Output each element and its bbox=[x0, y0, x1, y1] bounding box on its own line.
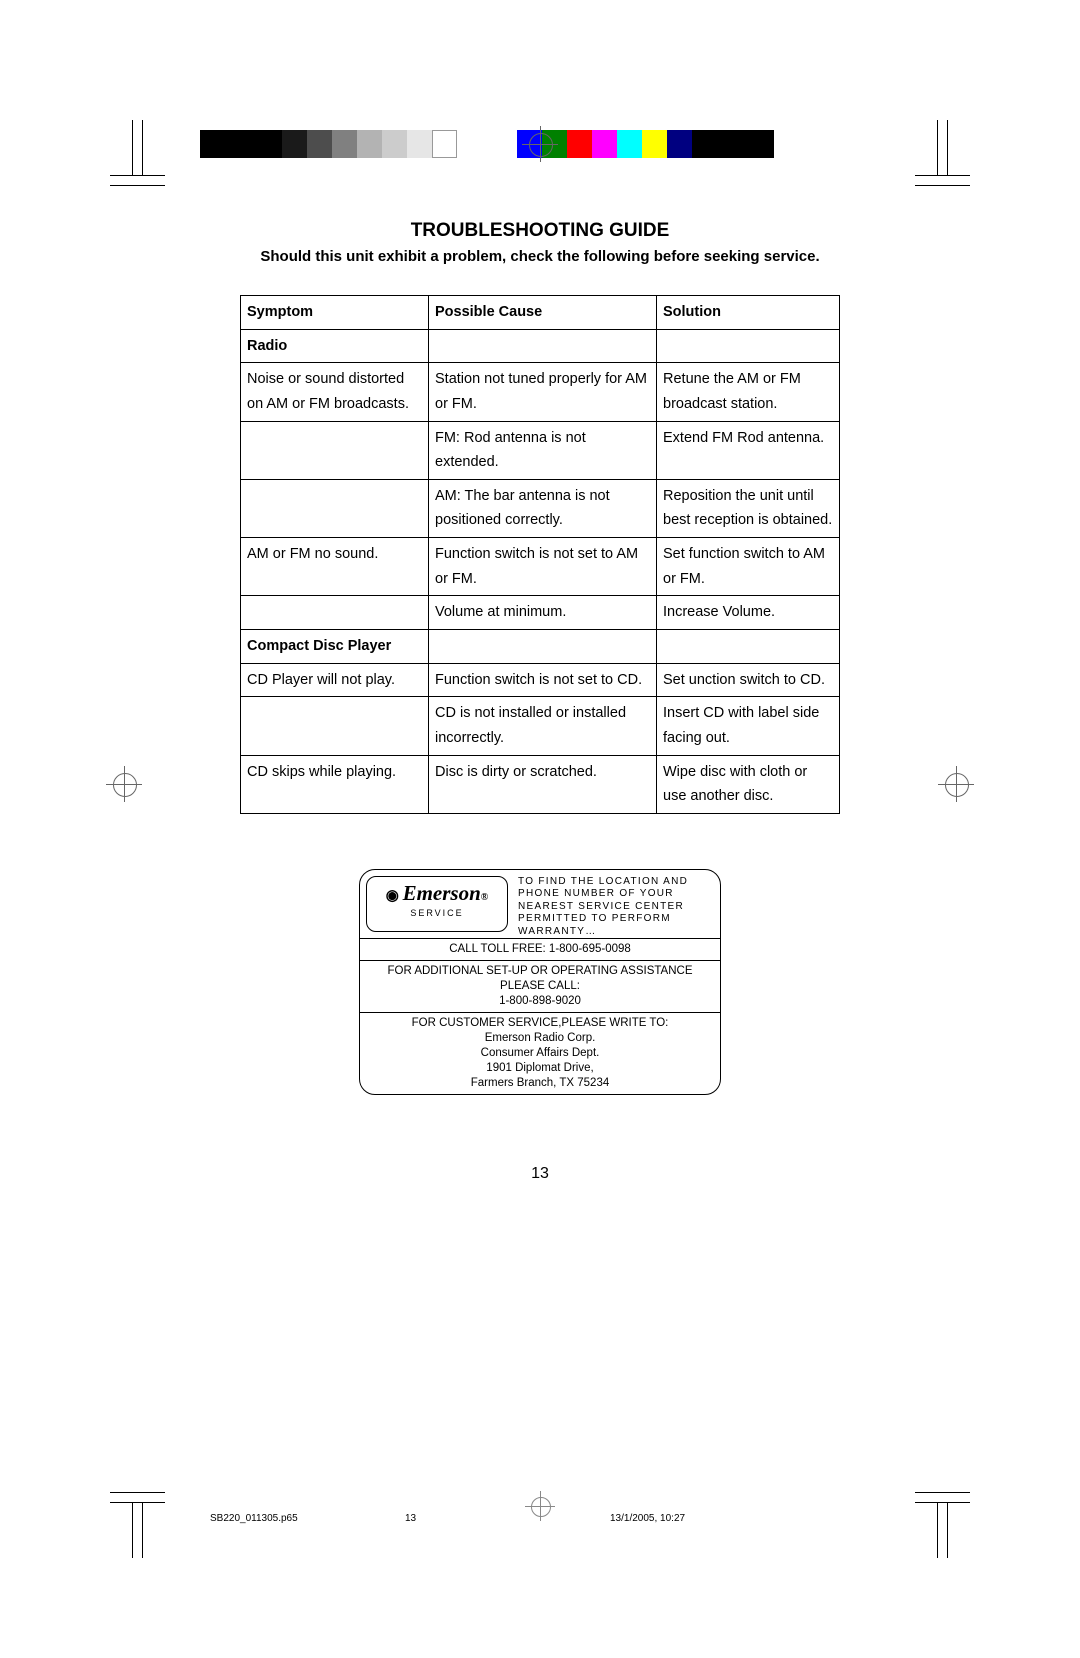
footer-date: 13/1/2005, 10:27 bbox=[610, 1513, 685, 1524]
page-title: TROUBLESHOOTING GUIDE bbox=[240, 220, 840, 242]
table-cell bbox=[241, 479, 429, 537]
table-section-cell bbox=[429, 630, 657, 664]
table-header: Solution bbox=[657, 296, 840, 330]
top-printer-marks bbox=[0, 130, 1080, 190]
table-cell: Function switch is not set to AM or FM. bbox=[429, 538, 657, 596]
crop-mark-bottom-right bbox=[890, 1488, 970, 1558]
table-cell: CD is not installed or installed incorre… bbox=[429, 697, 657, 755]
table-cell: Retune the AM or FM broadcast station. bbox=[657, 363, 840, 421]
table-header: Symptom bbox=[241, 296, 429, 330]
footer-filename: SB220_011305.p65 bbox=[210, 1513, 298, 1524]
grayscale-bar bbox=[200, 130, 457, 158]
table-cell bbox=[241, 596, 429, 630]
service-assistance: FOR ADDITIONAL SET-UP OR OPERATING ASSIS… bbox=[360, 961, 720, 1013]
service-info-box: ◉ Emerson® SERVICE TO FIND THE LOCATION … bbox=[359, 869, 721, 1095]
table-section-cell bbox=[657, 630, 840, 664]
gramophone-icon: ◉ bbox=[386, 888, 403, 904]
registration-mark-left-icon bbox=[110, 770, 138, 798]
table-cell: FM: Rod antenna is not extended. bbox=[429, 421, 657, 479]
table-cell: Function switch is not set to CD. bbox=[429, 663, 657, 697]
page-number: 13 bbox=[240, 1165, 840, 1183]
service-address: FOR CUSTOMER SERVICE,PLEASE WRITE TO:Eme… bbox=[360, 1013, 720, 1094]
table-cell: Insert CD with label side facing out. bbox=[657, 697, 840, 755]
footer-page: 13 bbox=[405, 1513, 416, 1524]
page-content: TROUBLESHOOTING GUIDE Should this unit e… bbox=[240, 220, 840, 1183]
table-cell: Set function switch to AM or FM. bbox=[657, 538, 840, 596]
crop-mark-bottom-left bbox=[110, 1488, 190, 1558]
table-cell: Increase Volume. bbox=[657, 596, 840, 630]
table-cell: Disc is dirty or scratched. bbox=[429, 755, 657, 813]
table-header: Possible Cause bbox=[429, 296, 657, 330]
table-section-cell bbox=[657, 329, 840, 363]
table-cell: AM or FM no sound. bbox=[241, 538, 429, 596]
service-toll-free: CALL TOLL FREE: 1-800-695-0098 bbox=[360, 939, 720, 961]
table-cell: Reposition the unit until best reception… bbox=[657, 479, 840, 537]
table-cell bbox=[241, 697, 429, 755]
table-cell: Set unction switch to CD. bbox=[657, 663, 840, 697]
brand-badge: ◉ Emerson® SERVICE bbox=[366, 876, 508, 933]
table-cell: Noise or sound distorted on AM or FM bro… bbox=[241, 363, 429, 421]
table-cell bbox=[241, 421, 429, 479]
table-section-cell bbox=[429, 329, 657, 363]
brand-sub: SERVICE bbox=[367, 908, 507, 918]
page-subtitle: Should this unit exhibit a problem, chec… bbox=[240, 248, 840, 265]
table-cell: CD skips while playing. bbox=[241, 755, 429, 813]
brand-name: Emerson bbox=[403, 881, 481, 905]
table-cell: Wipe disc with cloth or use another disc… bbox=[657, 755, 840, 813]
crop-mark-top-left bbox=[110, 120, 190, 190]
table-cell: Extend FM Rod antenna. bbox=[657, 421, 840, 479]
crop-mark-top-right bbox=[890, 120, 970, 190]
table-cell: Volume at minimum. bbox=[429, 596, 657, 630]
registration-mark-bottom-icon bbox=[528, 1494, 552, 1518]
table-cell: CD Player will not play. bbox=[241, 663, 429, 697]
table-cell: AM: The bar antenna is not positioned co… bbox=[429, 479, 657, 537]
color-calibration-bars bbox=[200, 130, 880, 158]
table-section-cell: Radio bbox=[241, 329, 429, 363]
service-message: TO FIND THE LOCATION AND PHONE NUMBER OF… bbox=[514, 870, 720, 939]
table-cell: Station not tuned properly for AM or FM. bbox=[429, 363, 657, 421]
table-section-cell: Compact Disc Player bbox=[241, 630, 429, 664]
troubleshooting-table: SymptomPossible CauseSolution RadioNoise … bbox=[240, 295, 840, 814]
registration-mark-right-icon bbox=[942, 770, 970, 798]
